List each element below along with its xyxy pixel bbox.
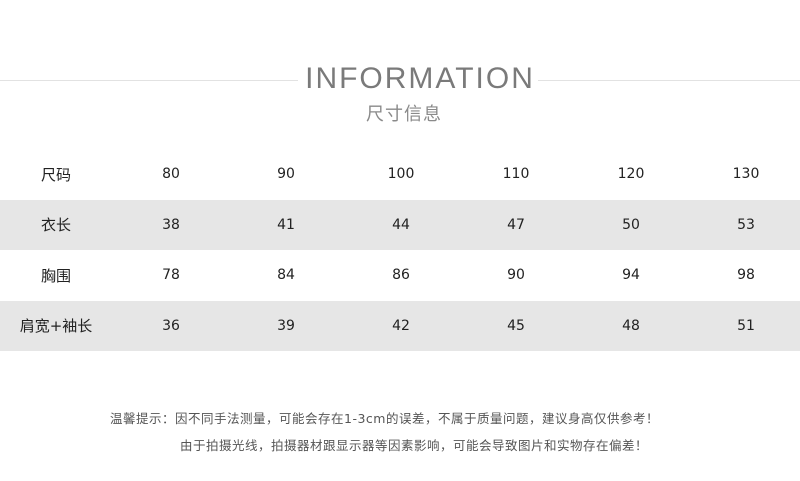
- page-subtitle: 尺寸信息: [366, 104, 442, 125]
- divider-left: [0, 80, 298, 81]
- page-title: INFORMATION: [305, 62, 535, 95]
- table-cell: 120: [617, 166, 645, 183]
- table-cell: 130: [732, 166, 760, 183]
- note-line-1: 温馨提示：因不同手法测量，可能会存在1-3cm的误差，不属于质量问题，建议身高仅…: [110, 411, 659, 426]
- table-cell: 42: [392, 317, 410, 334]
- divider-right: [538, 80, 800, 81]
- row-label: 胸围: [40, 266, 71, 285]
- table-cell: 39: [277, 317, 295, 334]
- table-cell: 90: [507, 267, 525, 284]
- table-cell: 51: [737, 317, 755, 334]
- table-cell: 90: [277, 166, 295, 183]
- table-cell: 78: [162, 267, 180, 284]
- table-cell: 44: [392, 216, 410, 233]
- table-cell: 50: [622, 216, 640, 233]
- table-cell: 84: [277, 267, 295, 284]
- table-cell: 94: [622, 267, 640, 284]
- table-row: 肩宽+袖长 36 39 42 45 48 51: [0, 300, 800, 351]
- row-label: 尺码: [40, 165, 71, 184]
- table-cell: 100: [387, 166, 415, 183]
- table-cell: 38: [162, 216, 180, 233]
- table-cell: 80: [162, 166, 180, 183]
- table-cell: 48: [622, 317, 640, 334]
- row-label: 衣长: [40, 216, 71, 235]
- table-row: 衣长 38 41 44 47 50 53: [0, 199, 800, 250]
- table-cell: 36: [162, 317, 180, 334]
- table-row: 胸围 78 84 86 90 94 98: [0, 250, 800, 301]
- table-cell: 53: [737, 216, 755, 233]
- table-cell: 86: [392, 267, 410, 284]
- row-label: 肩宽+袖长: [19, 317, 93, 336]
- table-cell: 98: [737, 267, 755, 284]
- table-cell: 110: [502, 166, 530, 183]
- table-cell: 41: [277, 216, 295, 233]
- table-cell: 45: [507, 317, 525, 334]
- size-table: 尺码 80 90 100 110 120 130 衣长 38 41 44 47 50 53 胸围 78 84 86…: [0, 149, 800, 351]
- table-cell: 47: [507, 216, 525, 233]
- table-row: 尺码 80 90 100 110 120 130: [0, 149, 800, 200]
- note-line-2: 由于拍摄光线，拍摄器材跟显示器等因素影响，可能会导致图片和实物存在偏差！: [180, 438, 649, 453]
